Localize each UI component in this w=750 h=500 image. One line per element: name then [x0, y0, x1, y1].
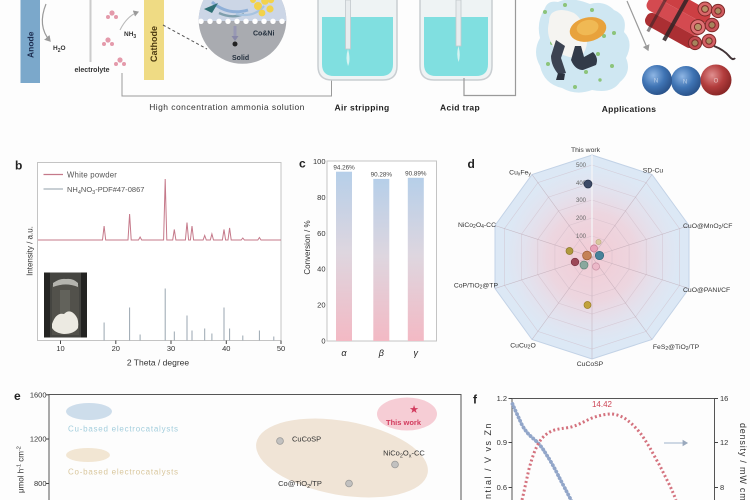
- svg-text:20: 20: [317, 301, 325, 310]
- svg-text:electrolyte: electrolyte: [74, 67, 109, 74]
- svg-text:40: 40: [222, 344, 230, 353]
- svg-text:2 Theta / degree: 2 Theta / degree: [127, 358, 189, 368]
- svg-text:500: 500: [576, 163, 587, 169]
- svg-text:This work: This work: [571, 147, 601, 154]
- svg-text:Applications: Applications: [602, 104, 657, 114]
- svg-text:CuCoSP: CuCoSP: [292, 435, 321, 444]
- svg-text:CuxFey: CuxFey: [509, 170, 531, 178]
- svg-text:14.42: 14.42: [592, 400, 613, 409]
- svg-text:b: b: [15, 158, 22, 172]
- svg-text:200: 200: [576, 216, 587, 222]
- svg-text:CuO@PANI/CF: CuO@PANI/CF: [683, 287, 730, 294]
- svg-text:94.26%: 94.26%: [333, 165, 355, 172]
- svg-text:1.2: 1.2: [497, 394, 507, 403]
- svg-text:NH4NO3-PDF#47-0867: NH4NO3-PDF#47-0867: [67, 185, 144, 196]
- svg-text:400: 400: [576, 181, 587, 187]
- svg-text:90.28%: 90.28%: [371, 172, 393, 179]
- svg-text:★: ★: [409, 404, 419, 416]
- svg-text:100: 100: [576, 234, 587, 240]
- svg-text:100: 100: [313, 157, 326, 166]
- svg-text:Co&Ni: Co&Ni: [253, 31, 274, 38]
- svg-text:90.89%: 90.89%: [405, 171, 427, 178]
- svg-text:H2O: H2O: [53, 45, 66, 54]
- svg-text:FeS2@TiO2/TP: FeS2@TiO2/TP: [653, 344, 700, 352]
- svg-text:40: 40: [317, 265, 325, 274]
- svg-text:0: 0: [321, 337, 325, 346]
- svg-text:Co@TiO2/TP: Co@TiO2/TP: [278, 479, 322, 490]
- svg-text:White powder: White powder: [67, 171, 117, 180]
- svg-text:Cu-based electrocatalysts: Cu-based electrocatalysts: [68, 425, 179, 434]
- svg-text:20: 20: [112, 344, 120, 353]
- svg-text:Acid trap: Acid trap: [440, 103, 480, 113]
- svg-text:60: 60: [317, 229, 325, 238]
- svg-text:Cell potential / V vs Zn: Cell potential / V vs Zn: [483, 422, 493, 500]
- svg-text:O: O: [714, 79, 719, 85]
- svg-text:f: f: [473, 392, 478, 406]
- svg-text:800: 800: [34, 479, 47, 488]
- svg-text:Anode: Anode: [26, 31, 36, 58]
- svg-text:Co-based electrocatalysts: Co-based electrocatalysts: [68, 468, 179, 477]
- svg-text:CuCoSP: CuCoSP: [577, 361, 604, 368]
- svg-text:1200: 1200: [30, 435, 47, 444]
- svg-text:N: N: [654, 79, 658, 85]
- svg-text:CuCu2O: CuCu2O: [510, 343, 535, 351]
- svg-text:NiCo2O4-CC: NiCo2O4-CC: [458, 222, 496, 230]
- svg-text:12: 12: [720, 438, 728, 447]
- svg-text:density / mW cm-2: density / mW cm-2: [738, 423, 748, 500]
- svg-text:Intensity / a.u.: Intensity / a.u.: [26, 226, 35, 276]
- svg-text:10: 10: [56, 344, 64, 353]
- svg-text:Conversion / %: Conversion / %: [303, 220, 312, 274]
- svg-text:300: 300: [576, 198, 587, 204]
- svg-text:80: 80: [317, 193, 325, 202]
- svg-text:Solid: Solid: [232, 55, 249, 62]
- svg-text:NH3: NH3: [124, 31, 136, 40]
- svg-text:50: 50: [277, 344, 285, 353]
- svg-text:e: e: [14, 389, 21, 403]
- svg-text:High concentration ammonia sol: High concentration ammonia solution: [149, 102, 305, 112]
- svg-text:α: α: [341, 348, 347, 358]
- svg-text:NiCo2Ox-CC: NiCo2Ox-CC: [383, 449, 425, 460]
- svg-text:γ: γ: [414, 348, 419, 358]
- svg-text:μmol h-1 cm-2: μmol h-1 cm-2: [17, 446, 26, 493]
- svg-text:SD-Cu: SD-Cu: [643, 168, 664, 175]
- svg-text:CoP/TiO2@TP: CoP/TiO2@TP: [454, 283, 499, 291]
- svg-text:0.6: 0.6: [497, 483, 507, 492]
- svg-text:c: c: [299, 157, 306, 171]
- svg-text:0.9: 0.9: [497, 438, 507, 447]
- svg-text:d: d: [468, 157, 475, 171]
- svg-text:β: β: [378, 348, 384, 358]
- svg-text:This work: This work: [386, 418, 422, 427]
- svg-text:30: 30: [167, 344, 175, 353]
- svg-text:CuO@MnO2/CF: CuO@MnO2/CF: [683, 223, 732, 231]
- svg-text:16: 16: [720, 394, 728, 403]
- svg-text:N: N: [683, 80, 687, 86]
- svg-text:1600: 1600: [30, 391, 47, 400]
- svg-text:8: 8: [720, 483, 724, 492]
- svg-text:Air stripping: Air stripping: [334, 103, 389, 113]
- svg-text:Cathode: Cathode: [149, 26, 159, 62]
